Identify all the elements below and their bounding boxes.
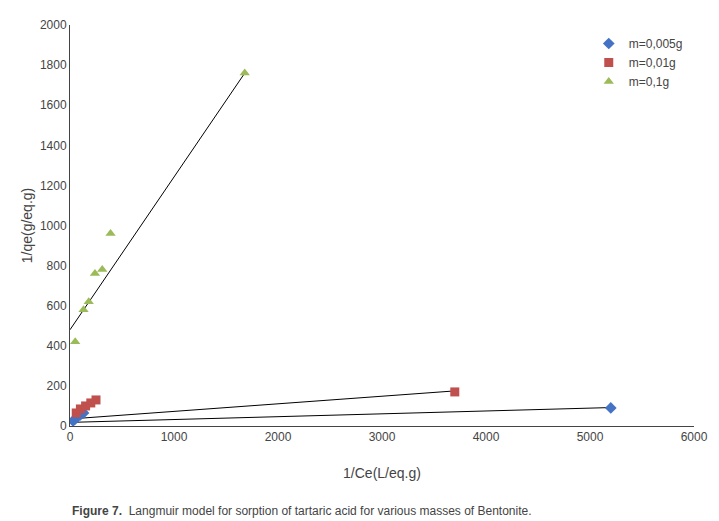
svg-text:600: 600: [47, 299, 67, 313]
svg-text:1000: 1000: [161, 430, 188, 444]
svg-text:4000: 4000: [473, 430, 500, 444]
svg-text:6000: 6000: [681, 430, 708, 444]
svg-text:2000: 2000: [265, 430, 292, 444]
svg-text:m=0,005g: m=0,005g: [629, 37, 683, 51]
svg-text:5000: 5000: [577, 430, 604, 444]
svg-text:1600: 1600: [40, 98, 67, 112]
svg-text:0: 0: [60, 419, 67, 433]
svg-text:1400: 1400: [40, 139, 67, 153]
svg-text:2000: 2000: [40, 18, 67, 32]
svg-text:1800: 1800: [40, 58, 67, 72]
svg-text:Figure 7. Langmuir model for: Figure 7. Langmuir model for sorption of…: [72, 504, 532, 518]
svg-text:0: 0: [67, 430, 74, 444]
svg-text:200: 200: [47, 379, 67, 393]
svg-text:1/Ce(L/eq.g): 1/Ce(L/eq.g): [343, 465, 421, 481]
svg-text:m=0,01g: m=0,01g: [629, 56, 676, 70]
svg-text:1000: 1000: [40, 219, 67, 233]
svg-text:1/qe(g/eq.g): 1/qe(g/eq.g): [19, 188, 35, 264]
svg-text:m=0,1g: m=0,1g: [629, 75, 669, 89]
svg-text:1200: 1200: [40, 179, 67, 193]
svg-text:3000: 3000: [369, 430, 396, 444]
svg-text:400: 400: [47, 339, 67, 353]
svg-text:800: 800: [47, 259, 67, 273]
